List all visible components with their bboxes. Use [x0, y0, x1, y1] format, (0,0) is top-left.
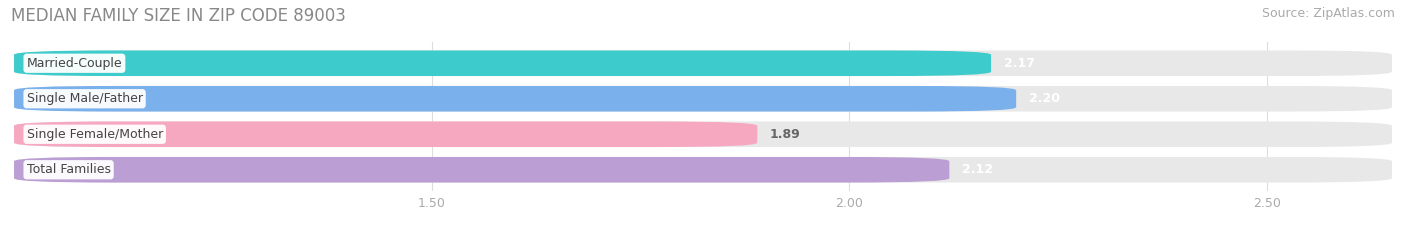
Text: Married-Couple: Married-Couple: [27, 57, 122, 70]
Text: 2.12: 2.12: [962, 163, 993, 176]
FancyBboxPatch shape: [14, 157, 1392, 182]
Text: Source: ZipAtlas.com: Source: ZipAtlas.com: [1261, 7, 1395, 20]
Text: 2.17: 2.17: [1004, 57, 1035, 70]
FancyBboxPatch shape: [14, 51, 1392, 76]
Text: MEDIAN FAMILY SIZE IN ZIP CODE 89003: MEDIAN FAMILY SIZE IN ZIP CODE 89003: [11, 7, 346, 25]
Text: Single Male/Father: Single Male/Father: [27, 92, 142, 105]
Text: Single Female/Mother: Single Female/Mother: [27, 128, 163, 141]
Text: 2.20: 2.20: [1029, 92, 1060, 105]
FancyBboxPatch shape: [14, 121, 758, 147]
Text: 1.89: 1.89: [770, 128, 800, 141]
Text: Total Families: Total Families: [27, 163, 111, 176]
FancyBboxPatch shape: [14, 51, 991, 76]
FancyBboxPatch shape: [14, 157, 949, 182]
FancyBboxPatch shape: [14, 86, 1392, 112]
FancyBboxPatch shape: [14, 86, 1017, 112]
FancyBboxPatch shape: [14, 121, 1392, 147]
